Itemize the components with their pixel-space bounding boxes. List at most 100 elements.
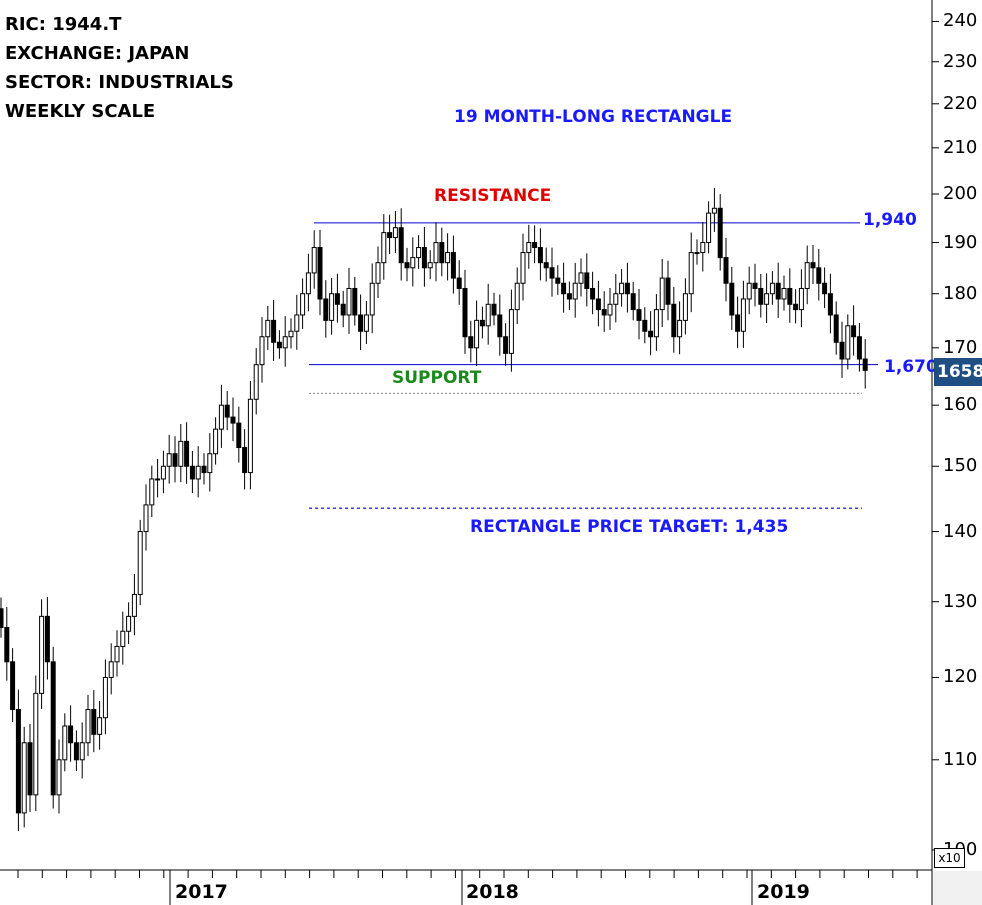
candle-body-down	[752, 282, 758, 289]
candle	[334, 273, 340, 323]
candle-body-down	[242, 447, 248, 474]
candle	[282, 316, 288, 367]
candle	[288, 318, 294, 349]
candle-body-down	[601, 309, 607, 316]
candle	[369, 263, 375, 334]
candle-body-down	[543, 262, 549, 269]
candle-body-down	[648, 330, 654, 338]
candle-body-up	[33, 692, 39, 796]
support-value: 1,670	[884, 357, 938, 377]
ric-label: RIC: 1944.T	[5, 14, 122, 35]
candle	[688, 232, 694, 313]
candle	[839, 321, 845, 378]
scale-multiplier: x10	[934, 848, 965, 868]
candle-body-down	[450, 252, 456, 279]
candle-body-down	[421, 247, 427, 269]
candle	[126, 602, 132, 645]
candle-body-up	[143, 504, 149, 533]
candle-body-up	[445, 252, 451, 264]
candle	[433, 222, 439, 282]
candle	[485, 283, 491, 345]
candle	[27, 724, 33, 813]
candle	[68, 705, 74, 762]
candle	[607, 287, 613, 330]
candle-body-up	[682, 293, 688, 321]
candle	[671, 286, 677, 353]
candle	[532, 225, 538, 264]
y-tick-label: 140	[943, 520, 978, 542]
candle-body-up	[700, 242, 706, 254]
candle	[178, 424, 184, 483]
candle	[642, 307, 648, 344]
y-tick-label: 130	[943, 590, 978, 612]
candle-body-up	[392, 227, 398, 239]
candle-body-down	[73, 742, 79, 761]
candle-body-up	[375, 262, 381, 284]
candle	[822, 267, 828, 309]
candle	[450, 235, 456, 294]
candle-body-up	[485, 303, 491, 327]
candle-body-down	[468, 336, 474, 349]
candle-body-up	[213, 428, 219, 455]
candle	[514, 267, 520, 325]
candle	[189, 450, 195, 493]
sector-label: SECTOR: INDUSTRIALS	[5, 72, 234, 93]
candle	[300, 278, 306, 329]
candle-body-up	[416, 247, 422, 259]
candle	[352, 276, 358, 326]
candle-body-down	[793, 303, 799, 311]
candle	[213, 417, 219, 465]
candle-body-down	[404, 262, 410, 269]
candle-body-down	[717, 207, 723, 259]
candle-body-up	[160, 465, 166, 480]
candle	[218, 384, 224, 448]
candle-body-up	[381, 232, 387, 264]
candle	[166, 434, 172, 484]
y-tick-label: 110	[943, 748, 978, 770]
candle	[21, 726, 27, 828]
candle-body-up	[427, 262, 433, 269]
candle-body-up	[195, 465, 201, 480]
candle-body-up	[740, 298, 746, 332]
candle	[44, 597, 50, 680]
y-tick-label: 220	[943, 92, 978, 114]
candle-body-up	[282, 336, 288, 349]
candle-body-up	[259, 336, 265, 366]
candle-body-down	[549, 267, 555, 279]
candle	[479, 306, 485, 339]
candle-body-up	[514, 282, 520, 311]
candle	[462, 269, 468, 354]
candle	[468, 320, 474, 363]
candle	[851, 305, 857, 356]
candle-body-down	[636, 309, 642, 321]
candle-body-down	[4, 627, 10, 663]
candle-body-down	[230, 416, 236, 424]
candle	[131, 573, 137, 636]
candle-body-down	[532, 242, 538, 249]
candle-body-up	[694, 252, 700, 255]
candle-body-down	[665, 277, 671, 305]
candle-body-down	[555, 277, 561, 284]
candle	[39, 599, 45, 709]
candle-body-down	[503, 336, 509, 354]
support-annotation: SUPPORT	[392, 368, 482, 388]
candle-body-up	[207, 453, 213, 474]
chart-levels	[309, 222, 878, 509]
candle-body-down	[833, 314, 839, 343]
candle-body-up	[572, 282, 578, 300]
candle-body-up	[508, 309, 514, 354]
candle	[590, 271, 596, 315]
candle-body-down	[172, 453, 178, 467]
candle-body-down	[595, 298, 601, 311]
candle	[752, 263, 758, 307]
candle	[572, 262, 578, 318]
candle-body-up	[131, 593, 137, 617]
candle	[56, 739, 62, 814]
candle-body-down	[862, 358, 868, 371]
candle-body-down	[189, 465, 195, 480]
candle-body-down	[822, 282, 828, 295]
candle	[595, 280, 601, 327]
candle	[201, 453, 207, 485]
candle-body-up	[294, 314, 300, 332]
